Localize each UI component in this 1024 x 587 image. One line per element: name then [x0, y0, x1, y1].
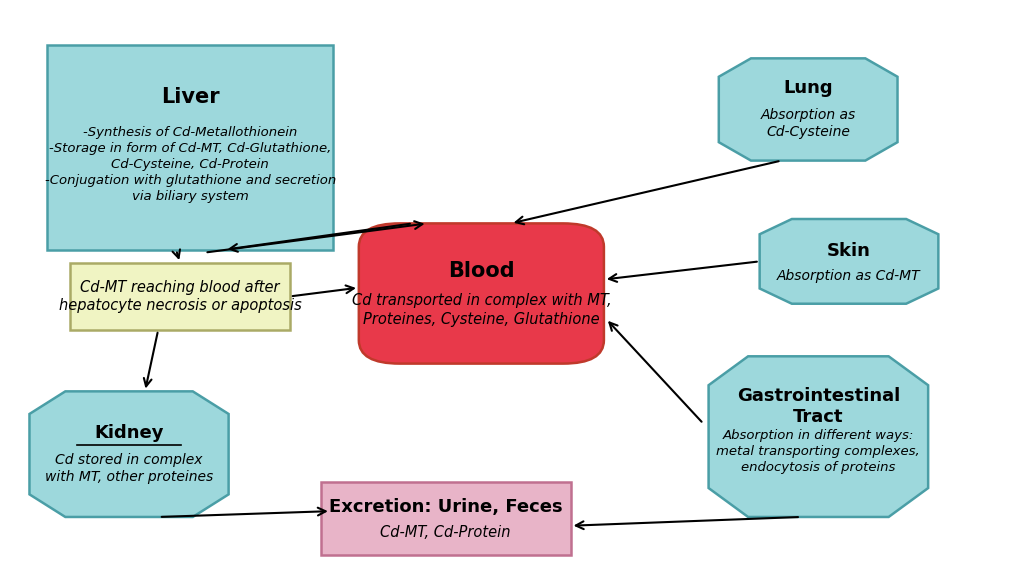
Polygon shape — [709, 356, 928, 517]
Polygon shape — [30, 392, 228, 517]
Text: Absorption in different ways:
metal transporting complexes,
endocytosis of prote: Absorption in different ways: metal tran… — [717, 429, 921, 474]
Text: Gastrointestinal
Tract: Gastrointestinal Tract — [736, 387, 900, 426]
Bar — [71, 263, 290, 330]
Text: Cd stored in complex
with MT, other proteines: Cd stored in complex with MT, other prot… — [45, 453, 213, 484]
Bar — [321, 482, 570, 555]
Text: -Synthesis of Cd-Metallothionein
-Storage in form of Cd-MT, Cd-Glutathione,
Cd-C: -Synthesis of Cd-Metallothionein -Storag… — [45, 126, 336, 203]
Polygon shape — [760, 219, 938, 303]
Text: Lung: Lung — [783, 79, 833, 97]
Text: Skin: Skin — [827, 242, 871, 259]
Text: Liver: Liver — [161, 86, 219, 107]
Text: Absorption as
Cd-Cysteine: Absorption as Cd-Cysteine — [761, 108, 856, 140]
Polygon shape — [719, 58, 897, 161]
FancyBboxPatch shape — [358, 224, 604, 363]
Text: Kidney: Kidney — [94, 424, 164, 442]
Text: Cd-MT reaching blood after
hepatocyte necrosis or apoptosis: Cd-MT reaching blood after hepatocyte ne… — [58, 279, 301, 313]
Text: Cd transported in complex with MT,
Proteines, Cysteine, Glutathione: Cd transported in complex with MT, Prote… — [351, 294, 611, 327]
Bar — [47, 45, 333, 249]
Text: Excretion: Urine, Feces: Excretion: Urine, Feces — [329, 498, 562, 516]
Text: Absorption as Cd-MT: Absorption as Cd-MT — [777, 269, 921, 283]
Text: Blood: Blood — [449, 261, 515, 281]
Text: Cd-MT, Cd-Protein: Cd-MT, Cd-Protein — [380, 525, 511, 540]
